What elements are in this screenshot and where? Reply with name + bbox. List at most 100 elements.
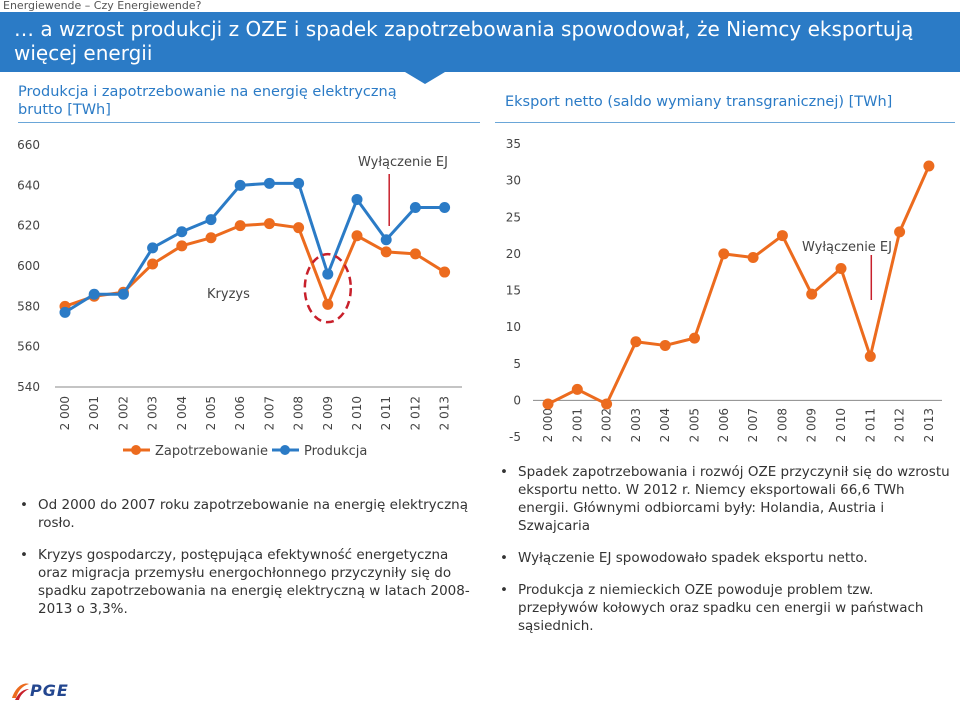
data-point — [380, 234, 392, 246]
legend-label: Produkcja — [304, 444, 367, 459]
data-point — [894, 226, 906, 238]
x-tick-label: 2 001 — [570, 408, 584, 442]
data-point — [88, 288, 100, 300]
annotation-text: Kryzys — [207, 287, 250, 302]
x-tick-label: 2 007 — [746, 408, 760, 442]
x-tick-label: 2 004 — [658, 408, 672, 442]
y-tick-label: 10 — [506, 320, 521, 334]
data-point — [234, 179, 246, 191]
data-point — [689, 332, 700, 344]
x-tick-label: 2 008 — [292, 396, 306, 430]
y-tick-label: 20 — [506, 247, 521, 261]
data-point — [147, 242, 159, 254]
x-tick-label: 2 010 — [350, 396, 364, 430]
y-tick-label: -5 — [509, 430, 521, 444]
data-point — [176, 240, 188, 252]
x-tick-label: 2 003 — [629, 408, 643, 442]
data-point — [205, 214, 217, 226]
x-tick-label: 2 003 — [146, 396, 160, 430]
left-bullet: Kryzys gospodarczy, postępująca efektywn… — [18, 546, 473, 618]
data-point — [263, 177, 275, 189]
y-tick-label: 15 — [506, 284, 521, 298]
data-point — [630, 336, 642, 348]
data-point — [806, 288, 818, 300]
title-banner: … a wzrost produkcji z OZE i spadek zapo… — [0, 12, 960, 72]
x-tick-label: 2 013 — [438, 396, 452, 430]
data-point — [380, 246, 392, 258]
y-tick-label: 25 — [506, 210, 521, 224]
data-point — [835, 263, 847, 275]
x-tick-label: 2 005 — [204, 396, 218, 430]
x-tick-label: 2 013 — [922, 408, 936, 442]
data-point — [601, 398, 613, 410]
data-point — [234, 220, 246, 232]
x-tick-label: 2 009 — [321, 396, 335, 430]
y-tick-label: 640 — [17, 178, 40, 192]
y-tick-label: 660 — [17, 138, 40, 152]
right-chart-subtitle: Eksport netto (saldo wymiany transgranic… — [505, 94, 893, 110]
y-tick-label: 30 — [506, 174, 521, 188]
data-point — [205, 232, 217, 244]
y-tick-label: 35 — [506, 137, 521, 151]
data-point — [147, 258, 159, 270]
x-tick-label: 2 011 — [379, 396, 393, 430]
data-point — [439, 202, 451, 214]
x-tick-label: 2 010 — [834, 408, 848, 442]
series-line — [64, 181, 445, 314]
annotation-text: Wyłączenie EJ — [802, 240, 892, 255]
x-tick-label: 2 011 — [863, 408, 877, 442]
data-point — [293, 177, 305, 189]
x-tick-label: 2 002 — [116, 396, 130, 430]
y-tick-label: 0 — [513, 393, 521, 407]
data-point — [176, 226, 188, 238]
data-point — [263, 218, 275, 230]
right-bullet: Spadek zapotrzebowania i rozwój OZE przy… — [498, 463, 953, 535]
data-point — [747, 252, 759, 264]
data-point — [571, 383, 583, 395]
x-tick-label: 2 001 — [87, 396, 101, 430]
data-point — [322, 298, 334, 310]
pge-logo-icon — [12, 683, 29, 700]
x-tick-label: 2 012 — [893, 408, 907, 442]
x-tick-label: 2 000 — [541, 408, 555, 442]
data-point — [293, 222, 305, 234]
series-line — [547, 165, 931, 406]
right-chart: -5 0 5 10 15 20 25 30 35 2 000 2 001 2 002 2 003 2 00… — [506, 137, 942, 444]
legend-label: Zapotrzebowanie — [155, 444, 268, 459]
x-tick-label: 2 009 — [805, 408, 819, 442]
annotation-text: Wyłączenie EJ — [358, 155, 448, 170]
data-point — [59, 306, 71, 318]
y-tick-label: 540 — [17, 380, 40, 394]
x-tick-label: 2 006 — [717, 408, 731, 442]
right-divider — [495, 122, 955, 123]
x-tick-label: 2 005 — [688, 408, 702, 442]
y-tick-label: 600 — [17, 259, 40, 273]
data-point — [409, 202, 421, 214]
left-bullet: Od 2000 do 2007 roku zapotrzebowanie na … — [18, 496, 473, 532]
x-tick-label: 2 000 — [58, 396, 72, 430]
x-tick-label: 2 007 — [262, 396, 276, 430]
x-tick-label: 2 008 — [775, 408, 789, 442]
crisis-highlight — [303, 252, 353, 324]
data-point — [864, 350, 876, 362]
banner-notch — [405, 72, 445, 84]
data-point — [439, 266, 451, 278]
data-point — [776, 230, 788, 242]
x-tick-label: 2 006 — [233, 396, 247, 430]
y-tick-label: 620 — [17, 219, 40, 233]
right-bullet: Wyłączenie EJ spowodowało spadek eksport… — [498, 549, 953, 567]
x-tick-label: 2 002 — [600, 408, 614, 442]
x-tick-label: 2 012 — [408, 396, 422, 430]
left-divider — [18, 122, 480, 123]
data-point — [409, 248, 421, 260]
data-point — [351, 230, 363, 242]
left-chart-subtitle: Produkcja i zapotrzebowanie na energię e… — [18, 84, 397, 118]
data-point — [322, 268, 334, 280]
y-tick-label: 560 — [17, 340, 40, 354]
data-point — [117, 288, 129, 300]
pge-logo-text: PGE — [30, 681, 69, 700]
x-tick-label: 2 004 — [175, 396, 189, 430]
right-bullets: Spadek zapotrzebowania i rozwój OZE przy… — [498, 463, 953, 649]
data-point — [718, 248, 730, 260]
